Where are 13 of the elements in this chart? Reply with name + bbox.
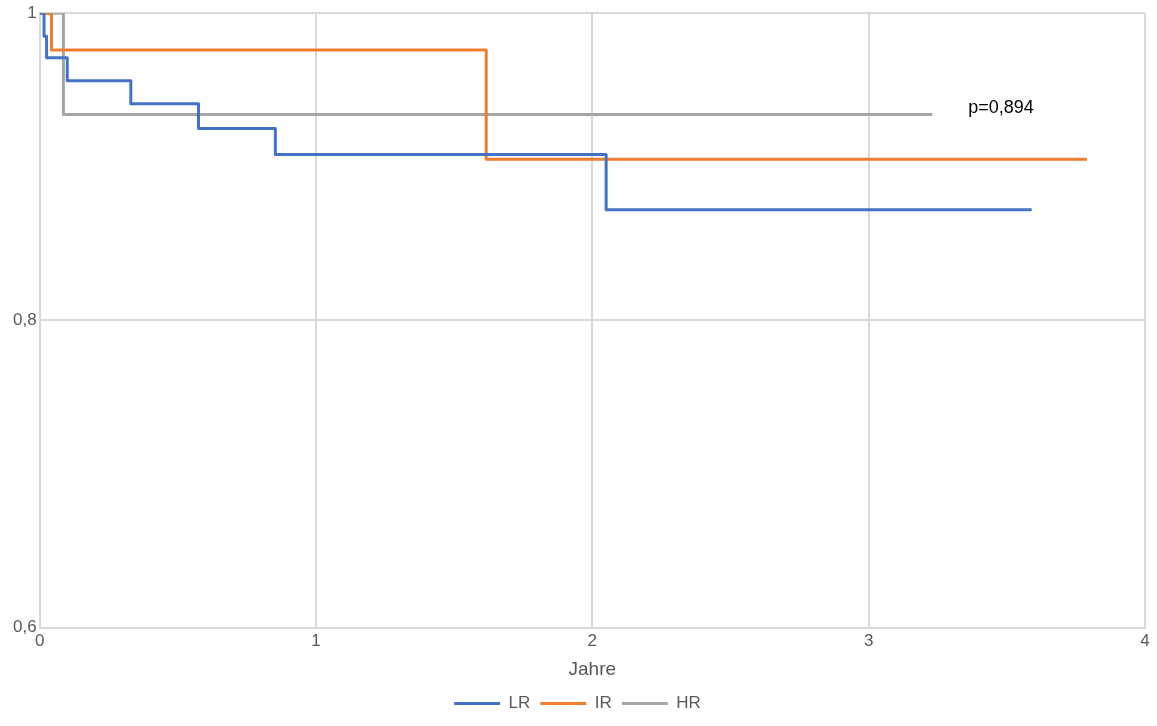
legend-label: IR bbox=[594, 693, 612, 713]
y-tick-label: 1 bbox=[27, 2, 37, 22]
y-tick-label: 0,8 bbox=[12, 310, 37, 330]
x-tick-label: 0 bbox=[34, 630, 45, 650]
annotation: p=0,894 bbox=[968, 97, 1034, 118]
x-axis-title: Jahre bbox=[568, 657, 617, 679]
y-tick-label: 0,6 bbox=[12, 617, 37, 637]
x-tick-label: 3 bbox=[863, 630, 874, 650]
x-tick-label: 1 bbox=[311, 630, 321, 650]
x-tick-label: 4 bbox=[1140, 630, 1150, 650]
legend-label: HR bbox=[676, 693, 701, 713]
x-tick-label: 2 bbox=[587, 630, 598, 650]
legend-label: LR bbox=[508, 693, 531, 713]
